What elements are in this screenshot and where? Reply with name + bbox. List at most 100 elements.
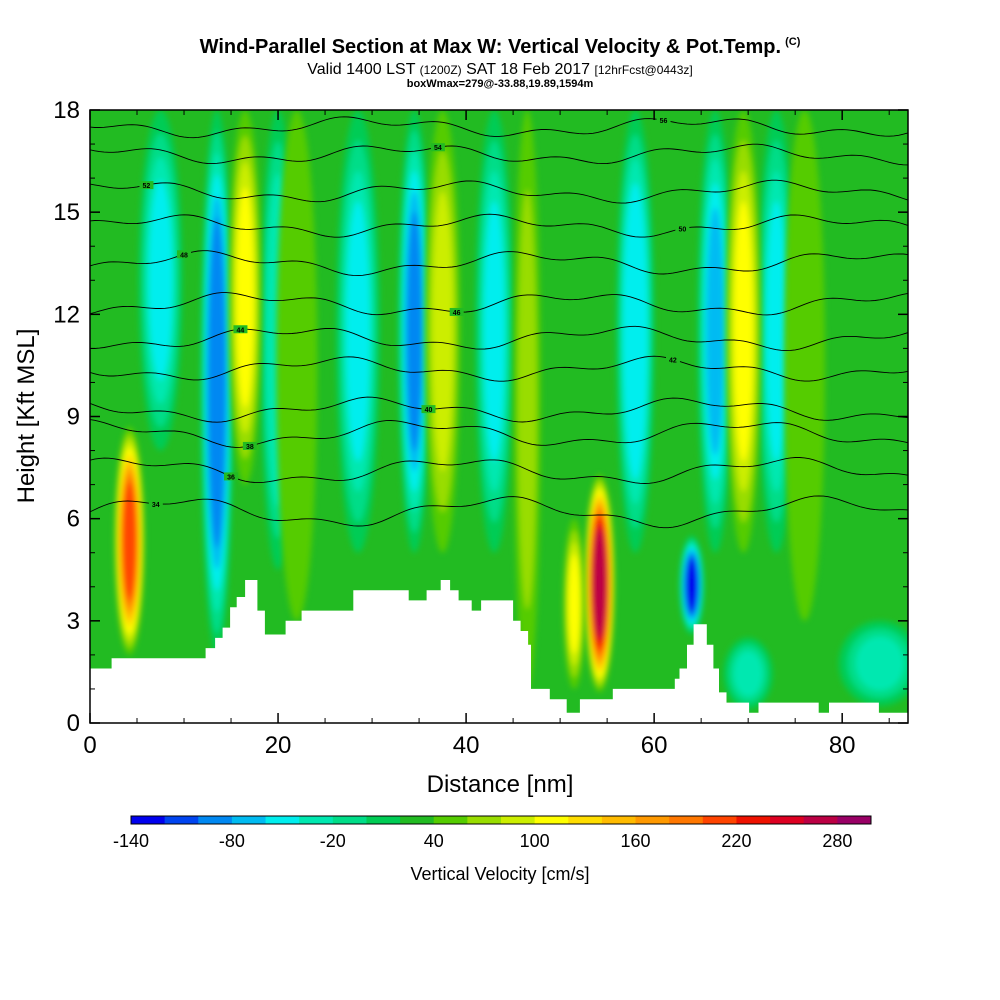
downdraft-band	[625, 207, 645, 456]
downdraft-cell-8	[697, 110, 733, 553]
colorbar-swatch	[366, 816, 401, 824]
contour-label: 40	[425, 407, 433, 414]
contour-label: 48	[180, 252, 188, 259]
chart-title: Wind-Parallel Section at Max W: Vertical…	[0, 36, 1000, 59]
downdraft-cell-10	[723, 637, 773, 710]
y-tick-label: 6	[67, 506, 80, 533]
contour-label: 38	[246, 444, 254, 451]
downdraft-band	[733, 650, 763, 697]
chart-subtitle: Valid 1400 LST (1200Z) SAT 18 Feb 2017 […	[0, 61, 1000, 79]
downdraft-band	[148, 180, 173, 381]
colorbar-tick-label: 100	[520, 831, 550, 851]
chart-title-text: Wind-Parallel Section at Max W: Vertical…	[199, 36, 782, 58]
theta-contours: 34 36 38 40 42 44 46 48 50 52 54 56	[90, 116, 908, 529]
colorbar-swatch	[803, 816, 838, 824]
colorbar-swatch	[198, 816, 233, 824]
colorbar-swatch	[534, 816, 569, 824]
contour-label-bg	[430, 143, 445, 152]
colorbar-tick-label: 280	[822, 831, 852, 851]
contour-label: 50	[678, 226, 686, 233]
downdraft-cell-5	[475, 110, 514, 553]
colorbar-swatch	[501, 816, 536, 824]
contour-label-bg	[148, 499, 163, 508]
downdraft-cell-4	[398, 110, 431, 553]
colorbar-swatch	[299, 816, 334, 824]
contour-label-bg	[656, 116, 671, 125]
colorbar: -140 -80 -20 40 100 160 220 280	[113, 815, 872, 851]
theta-contour	[90, 396, 908, 423]
theta-contour	[90, 292, 908, 316]
colorbar-swatch	[601, 816, 637, 824]
velocity-cells	[114, 110, 908, 710]
chart-annotation: boxWmax=279@-33.88,19.89,1594m	[406, 78, 594, 90]
y-tick-label: 15	[53, 199, 80, 226]
colorbar-outline	[130, 815, 872, 825]
colorbar-tick-label: 40	[424, 831, 444, 851]
theta-contour	[90, 325, 908, 352]
x-tick-label: 60	[641, 732, 668, 759]
contour-label-bg	[421, 405, 436, 414]
updraft-cell-3	[424, 110, 461, 553]
x-axis-label: Distance [nm]	[427, 771, 574, 798]
updraft-band	[122, 482, 137, 600]
colorbar-swatch	[164, 816, 199, 824]
updraft-cell-6	[584, 474, 615, 693]
downdraft-cell-6	[616, 110, 655, 553]
contour-label: 56	[660, 118, 668, 125]
colorbar-swatch	[669, 816, 704, 824]
theta-contour	[90, 495, 908, 529]
colorbar-swatch	[702, 816, 737, 824]
colorbar-swatch	[736, 816, 771, 824]
theta-contour	[90, 355, 908, 382]
downdraft-cell-11	[838, 620, 908, 706]
contour-label-bg	[177, 250, 192, 259]
x-tick-label: 40	[453, 732, 480, 759]
y-tick-label: 9	[67, 404, 80, 431]
contour-label-bg	[449, 307, 464, 316]
contour-label: 42	[669, 357, 677, 364]
x-tick-label: 20	[265, 732, 292, 759]
subtitle-forecast: [12hrFcst@0443z]	[594, 63, 693, 77]
updraft-cell-8	[784, 110, 826, 621]
theta-contour	[90, 179, 908, 204]
colorbar-tick-label: -80	[219, 831, 245, 851]
contour-label-bg	[233, 325, 248, 334]
colorbar-swatch	[265, 816, 300, 824]
subtitle-utc-time: (1200Z)	[419, 63, 462, 77]
downdraft-band	[855, 636, 904, 691]
colorbar-swatch	[332, 816, 367, 824]
colorbar-swatch	[568, 816, 603, 824]
y-axis-label: Height [Kft MSL]	[13, 329, 40, 504]
updraft-cell-7	[725, 110, 762, 553]
downdraft-cell-7	[679, 535, 705, 635]
subtitle-date: SAT 18 Feb 2017	[466, 61, 591, 78]
contour-label: 54	[434, 145, 442, 152]
x-tick-label: 0	[83, 732, 96, 759]
colorbar-swatch	[400, 816, 435, 824]
downdraft-cell-0	[138, 110, 183, 451]
contour-label-bg	[665, 355, 680, 364]
theta-contour	[90, 213, 908, 238]
updraft-band	[236, 187, 254, 408]
updraft-cell-1	[228, 110, 262, 485]
updraft-cell-2	[276, 110, 318, 621]
theta-contour	[90, 419, 908, 448]
downdraft-band	[406, 211, 423, 452]
updraft-cell-4	[513, 110, 541, 689]
theta-contour	[90, 143, 908, 166]
y-tick-label: 0	[67, 710, 80, 737]
x-tick-label: 80	[829, 732, 856, 759]
updraft-band	[568, 553, 581, 654]
updraft-cell-5	[563, 518, 586, 689]
contour-label-bg	[224, 472, 239, 481]
downdraft-cell-1	[200, 110, 234, 655]
colorbar-swatch	[433, 816, 468, 824]
contour-label: 44	[237, 327, 245, 334]
updraft-band	[784, 110, 826, 621]
updraft-band	[733, 201, 753, 462]
updraft-band	[432, 191, 453, 472]
colorbar-swatch	[131, 816, 166, 824]
contour-label-bg	[675, 224, 690, 233]
